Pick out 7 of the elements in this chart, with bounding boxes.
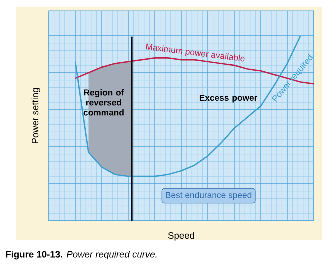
x-axis-title: Speed bbox=[168, 232, 194, 241]
annotation: Best endurance speed bbox=[166, 192, 252, 200]
text: Maximum power available bbox=[146, 44, 245, 62]
y-axis-title: Power setting bbox=[32, 88, 40, 144]
annotation: Region of reversed command bbox=[84, 89, 124, 116]
text: Figure 10-13. Power required curve. bbox=[6, 250, 157, 260]
annotation: Excess power bbox=[200, 95, 258, 103]
